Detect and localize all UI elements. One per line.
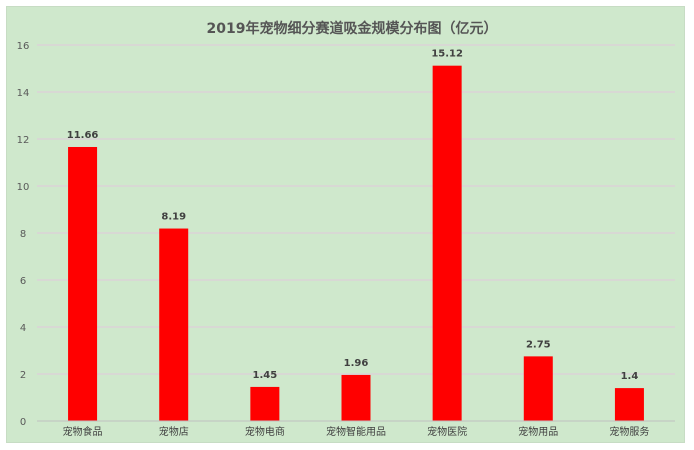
category-label: 宠物服务	[609, 425, 649, 438]
y-tick-label: 10	[17, 182, 30, 193]
category-label: 宠物医院	[427, 425, 467, 438]
y-tick-label: 14	[17, 88, 30, 99]
bar	[432, 65, 462, 422]
bar	[159, 228, 189, 421]
bar	[68, 146, 98, 422]
gridlines	[37, 44, 675, 375]
y-tick-label: 16	[17, 41, 30, 52]
y-tick-label: 12	[17, 135, 30, 146]
category-label: 宠物电商	[245, 425, 285, 438]
bar-chart: 2019年宠物细分赛道吸金规模分布图（亿元） 0 2 4 6 8 10 12 14 16 11.…	[17, 20, 675, 438]
data-label: 11.66	[67, 130, 99, 141]
data-label: 1.4	[621, 371, 639, 382]
y-axis-ticks: 0 2 4 6 8 10 12 14 16	[17, 41, 30, 428]
y-tick-label: 2	[20, 370, 26, 381]
y-tick-label: 4	[20, 323, 26, 334]
data-label: 8.19	[161, 212, 186, 223]
category-label: 宠物店	[159, 425, 189, 438]
category-label: 宠物用品	[518, 425, 558, 438]
bar	[250, 386, 280, 421]
category-label: 宠物食品	[63, 425, 103, 438]
data-label: 15.12	[431, 49, 463, 60]
bar	[523, 356, 553, 421]
x-axis-categories: 宠物食品 宠物店 宠物电商 宠物智能用品 宠物医院 宠物用品 宠物服务	[63, 425, 650, 438]
chart-area: 2019年宠物细分赛道吸金规模分布图（亿元） 0 2 4 6 8 10 12 14 16 11.…	[6, 6, 685, 443]
chart-title: 2019年宠物细分赛道吸金规模分布图（亿元）	[207, 20, 498, 37]
data-label: 2.75	[526, 339, 551, 350]
bar	[614, 388, 644, 421]
y-tick-label: 8	[20, 229, 26, 240]
bars	[68, 65, 644, 422]
category-label: 宠物智能用品	[326, 425, 386, 438]
data-label: 1.96	[344, 358, 369, 369]
y-tick-label: 0	[20, 417, 26, 428]
data-label: 1.45	[253, 370, 278, 381]
bar	[341, 374, 371, 421]
y-tick-label: 6	[20, 276, 26, 287]
data-labels: 11.66 8.19 1.45 1.96 15.12 2.75 1.4	[67, 49, 639, 382]
